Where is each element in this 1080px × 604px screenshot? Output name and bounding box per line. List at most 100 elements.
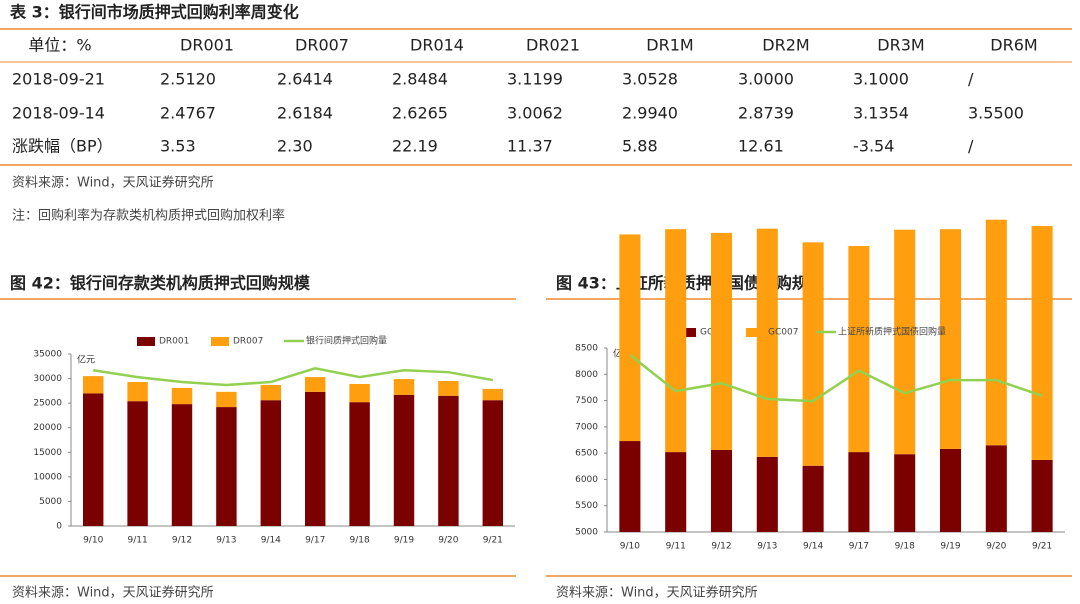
table-cell: 2018-09-14 <box>12 104 105 123</box>
table-cell: 5.88 <box>622 137 658 156</box>
table-cell: / <box>968 70 974 89</box>
table-cell: 3.0000 <box>738 70 794 89</box>
y-tick-label: 25000 <box>33 399 62 409</box>
x-tick-label: 9/18 <box>895 542 915 552</box>
x-tick-label: 9/14 <box>803 542 823 552</box>
bar <box>802 242 824 466</box>
table-cell: 3.0528 <box>622 70 678 89</box>
table-header-cell: DR007 <box>295 36 349 55</box>
bar <box>756 456 778 532</box>
bar <box>894 229 916 455</box>
y-tick-label: 8500 <box>575 344 598 354</box>
legend-label: 银行间质押式回购量 <box>306 335 387 347</box>
legend-label: DR001 <box>159 337 189 347</box>
chart-source: 资料来源：Wind，天风证券研究所 <box>12 585 214 601</box>
bar <box>939 448 962 532</box>
table-header-cell: DR2M <box>762 36 809 55</box>
table-cell: 2.4767 <box>160 104 216 123</box>
bar <box>216 407 237 526</box>
bar <box>985 219 1007 446</box>
x-tick-label: 9/21 <box>1032 542 1052 552</box>
bar <box>438 381 459 396</box>
bar <box>1031 226 1053 460</box>
bar <box>1031 459 1053 532</box>
legend-label: DR007 <box>233 337 263 347</box>
legend-swatch <box>137 337 155 346</box>
bar <box>802 465 824 532</box>
x-tick-label: 9/10 <box>620 542 640 552</box>
bar <box>304 391 326 526</box>
line <box>629 353 1043 403</box>
y-tick-label: 7000 <box>575 422 598 432</box>
table-header-cell: DR1M <box>646 36 693 55</box>
table-cell: 2.30 <box>277 137 313 156</box>
x-tick-label: 9/12 <box>172 536 192 546</box>
table-header-cell: DR3M <box>877 36 924 55</box>
y-tick-label: 10000 <box>33 472 62 482</box>
table-cell: 2018-09-21 <box>12 70 105 89</box>
bar <box>665 229 687 453</box>
chart-source: 资料来源：Wind，天风证券研究所 <box>556 585 758 601</box>
bar <box>393 379 415 395</box>
table-cell: 2.6265 <box>392 104 448 123</box>
table-cell: / <box>968 137 974 156</box>
chart-title: 图 43：上证所新质押式国债回购规模 <box>556 274 825 293</box>
bar <box>349 383 370 403</box>
x-tick-label: 9/13 <box>216 536 236 546</box>
x-tick-label: 9/19 <box>394 536 414 546</box>
x-tick-label: 9/12 <box>711 542 731 552</box>
bar <box>848 246 870 453</box>
x-tick-label: 9/19 <box>940 542 960 552</box>
table-cell: 2.6184 <box>277 104 333 123</box>
y-tick-label: 15000 <box>33 448 62 458</box>
table-cell: 3.0062 <box>507 104 563 123</box>
table-cell: -3.54 <box>853 137 894 156</box>
bar <box>710 232 733 450</box>
y-tick-label: 5000 <box>39 497 62 507</box>
legend-swatch <box>746 328 764 337</box>
x-tick-label: 9/20 <box>438 536 458 546</box>
bar <box>349 402 370 526</box>
bar <box>619 441 641 532</box>
bar <box>304 377 326 392</box>
bar <box>756 228 778 457</box>
line <box>93 366 494 387</box>
table-cell: 涨跌幅（BP） <box>12 137 113 156</box>
table-cell: 3.5500 <box>968 104 1024 123</box>
table-cell: 11.37 <box>507 137 553 156</box>
table-header-cell: DR6M <box>990 36 1037 55</box>
legend-label: GC007 <box>768 328 798 338</box>
bar <box>894 454 916 532</box>
x-tick-label: 9/14 <box>261 536 281 546</box>
table-cell: 2.9940 <box>622 104 678 123</box>
y-tick-label: 8000 <box>575 370 598 380</box>
y-tick-label: 0 <box>56 522 62 532</box>
table-header-cell: DR001 <box>180 36 234 55</box>
table-source: 资料来源：Wind，天风证券研究所 <box>12 175 214 191</box>
y-tick-label: 6500 <box>575 449 598 459</box>
bar <box>171 404 193 526</box>
x-tick-label: 9/17 <box>849 542 869 552</box>
x-tick-label: 9/18 <box>349 536 369 546</box>
bar <box>848 452 870 532</box>
table-cell: 3.1199 <box>507 70 563 89</box>
table-header-cell: 单位：% <box>28 36 91 55</box>
bar <box>127 401 148 526</box>
table-cell: 22.19 <box>392 137 438 156</box>
table-cell: 3.53 <box>160 137 196 156</box>
x-tick-label: 9/10 <box>83 536 103 546</box>
table-cell: 2.8484 <box>392 70 448 89</box>
table-cell: 3.1000 <box>853 70 909 89</box>
legend-swatch <box>211 337 229 346</box>
table-title: 表 3：银行间市场质押式回购利率周变化 <box>9 3 299 22</box>
x-tick-label: 9/11 <box>666 542 686 552</box>
table-header-cell: DR014 <box>410 36 464 55</box>
bar <box>171 387 193 405</box>
y-tick-label: 20000 <box>33 423 62 433</box>
y-tick-label: 7500 <box>575 396 598 406</box>
y-tick-label: 5500 <box>575 501 598 511</box>
x-tick-label: 9/21 <box>483 536 503 546</box>
x-tick-label: 9/11 <box>127 536 147 546</box>
legend-label: 上证所新质押式国债回购量 <box>838 326 946 338</box>
bar <box>710 449 733 532</box>
